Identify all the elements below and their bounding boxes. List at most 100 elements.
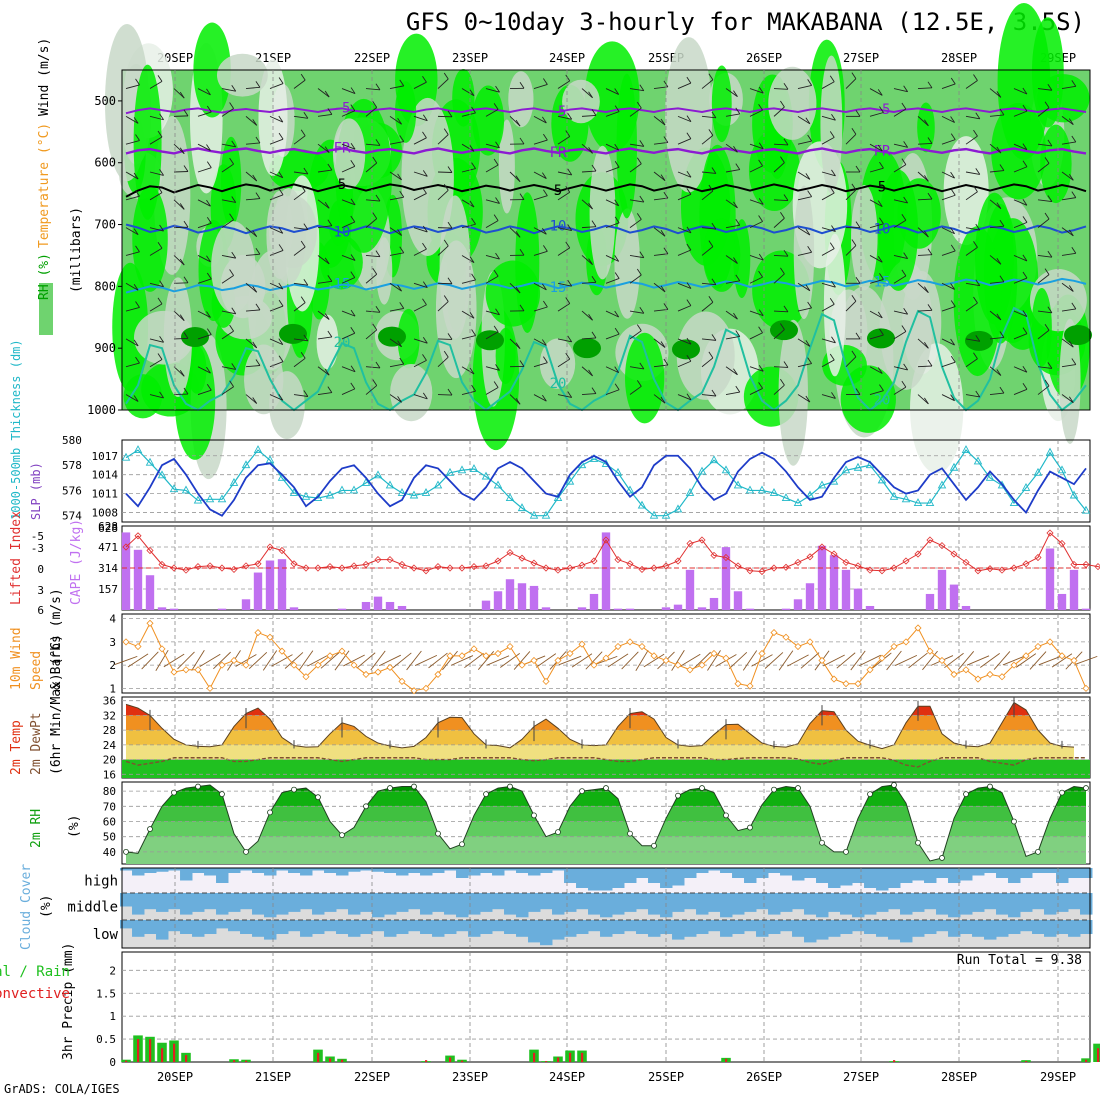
wind-barb xyxy=(413,304,427,312)
wind-barb xyxy=(829,242,835,249)
lifted-index-point xyxy=(590,557,598,565)
wind-barb xyxy=(877,144,883,152)
cloud-low-bar xyxy=(912,920,925,937)
surface-wind-barb xyxy=(1074,655,1098,665)
wind-barb xyxy=(365,218,378,228)
top-date-label: 26SEP xyxy=(746,51,782,65)
cloud-low-bar xyxy=(132,920,145,937)
wind-barb xyxy=(1068,118,1074,125)
surface-wind-barb xyxy=(671,650,685,671)
wind-barb xyxy=(1022,327,1028,334)
wind-barb xyxy=(1037,385,1050,395)
lifted-index-point xyxy=(230,565,238,573)
wind-barb xyxy=(341,199,356,206)
wind-barb xyxy=(758,103,763,111)
wind-barb xyxy=(581,337,596,340)
cape-bar xyxy=(925,593,935,610)
cloud-low-bar xyxy=(600,920,613,937)
cloud-middle-bar xyxy=(996,893,1009,915)
wind-speed-point xyxy=(830,675,838,683)
wind-speed-point xyxy=(362,670,370,678)
wind-barb xyxy=(1013,277,1028,284)
wind-barb xyxy=(317,88,330,98)
wind-barb xyxy=(975,335,981,342)
wind-barb xyxy=(614,216,620,224)
wind-barb xyxy=(255,192,261,199)
cape-bar xyxy=(733,591,743,610)
surface-wind-barb xyxy=(993,651,1011,670)
wind-barb xyxy=(950,77,956,85)
wind-barb xyxy=(749,255,764,261)
thickness-point xyxy=(529,510,539,519)
wind-barb xyxy=(614,383,620,391)
wind-barb xyxy=(303,334,309,342)
wind-barb xyxy=(567,391,573,398)
wind-barb xyxy=(437,245,449,256)
cloud-high-bar xyxy=(804,868,817,878)
surface-wind-barb xyxy=(513,651,531,670)
cloud-middle-bar xyxy=(408,893,421,910)
cloud-middle-bar xyxy=(864,893,877,915)
wind-barb xyxy=(950,189,956,196)
rh-contour-patch xyxy=(953,226,1002,377)
wind-speed-point xyxy=(494,649,502,658)
wind-barb xyxy=(758,365,764,372)
wind-barb xyxy=(708,73,714,80)
wind-barb xyxy=(278,282,284,290)
wind-barb xyxy=(941,282,955,290)
wind-barb xyxy=(924,230,929,238)
cloud-middle-bar xyxy=(228,893,241,912)
cloud-low-bar xyxy=(792,920,805,937)
wind-barb xyxy=(519,137,525,145)
wind-barb xyxy=(639,195,645,203)
wind-barb xyxy=(471,329,476,336)
wind-barb xyxy=(493,381,499,388)
cloud-low-bar xyxy=(444,920,457,934)
wind-barb xyxy=(149,115,164,121)
rh-contour-patch xyxy=(390,364,433,422)
cloud-middle-bar xyxy=(576,893,589,910)
cloud-low-bar xyxy=(540,920,553,946)
rh-contour-patch xyxy=(840,365,896,433)
wind-barb xyxy=(543,356,548,363)
wind-barb xyxy=(293,79,306,89)
isotherm-label: 15 xyxy=(874,275,891,291)
precip-convective-bar xyxy=(893,1060,896,1062)
wind-barb xyxy=(125,307,140,312)
wind-barb xyxy=(758,159,763,167)
wind-barb xyxy=(1044,379,1050,387)
wind-axis-title: & Barbs (m/s) xyxy=(49,588,64,690)
temp-tick-label: 36 xyxy=(103,695,116,708)
y-axis-subtitle: (millibars) xyxy=(69,207,84,293)
wind-barb xyxy=(879,106,884,113)
cloud-high-bar xyxy=(1020,868,1033,878)
cloud-low-bar xyxy=(936,920,949,932)
wind-barb xyxy=(686,115,692,122)
y-tick-label: 900 xyxy=(94,341,116,355)
wind-barb xyxy=(783,361,789,368)
rh-contour-patch xyxy=(850,185,878,291)
cloud-high-bar xyxy=(600,868,613,891)
wind-barb xyxy=(701,246,714,256)
cloud-low-bar xyxy=(336,920,349,934)
bottom-date-label: 27SEP xyxy=(843,1070,879,1084)
wind-barb xyxy=(1013,366,1028,373)
wind-barb xyxy=(1022,199,1028,206)
wind-barb xyxy=(149,394,164,399)
wind-barb xyxy=(629,107,642,117)
cloud-low-bar xyxy=(768,920,781,934)
wind-barb xyxy=(639,140,645,147)
wind-barb xyxy=(701,301,714,312)
cloud-middle-bar xyxy=(1080,893,1093,915)
wind-barb xyxy=(605,278,620,284)
wind-barb xyxy=(581,255,593,265)
wind-barb xyxy=(533,394,547,402)
thickness-point xyxy=(469,464,479,472)
wind-barb xyxy=(965,80,978,89)
wind-barb xyxy=(252,119,258,126)
wind-barb xyxy=(157,297,163,305)
wind-barb xyxy=(372,101,378,108)
cloud-high-bar xyxy=(528,868,541,876)
cloud-middle-bar xyxy=(780,893,793,912)
cloud-low-bar xyxy=(672,920,685,940)
